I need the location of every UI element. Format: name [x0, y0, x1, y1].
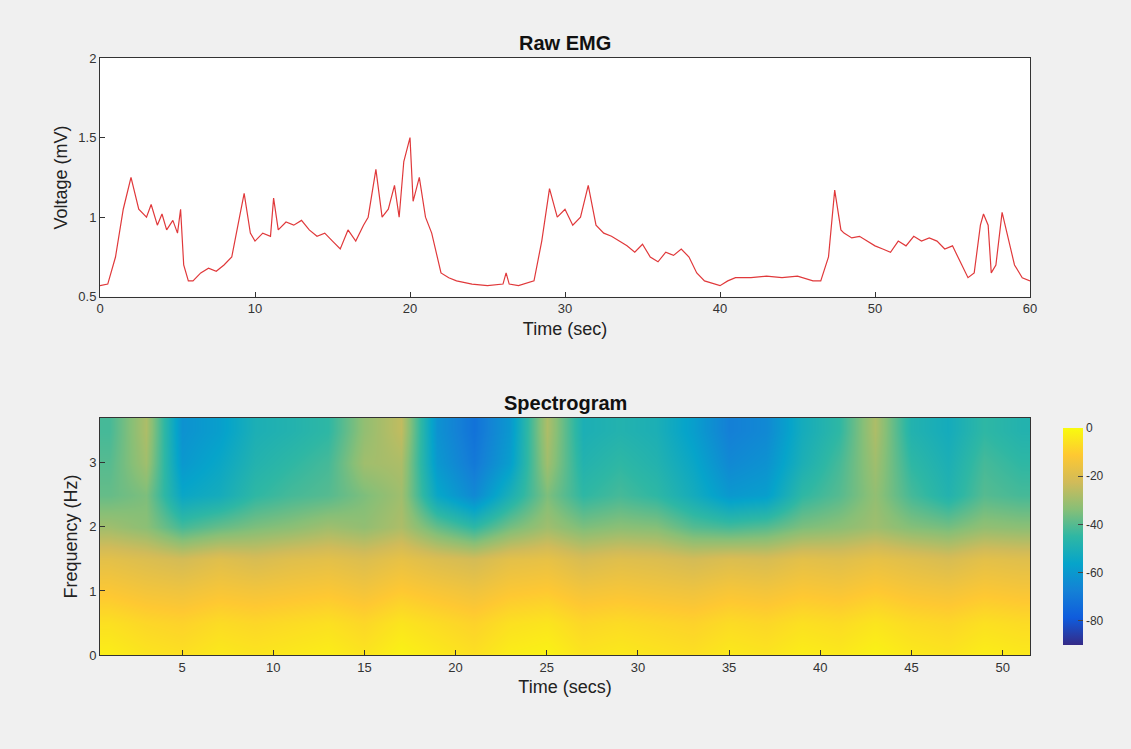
svg-text:20: 20	[448, 660, 462, 675]
svg-text:35: 35	[722, 660, 736, 675]
svg-text:0: 0	[1086, 421, 1093, 435]
svg-text:Time (secs): Time (secs)	[518, 677, 611, 697]
svg-text:20: 20	[403, 301, 417, 316]
svg-text:25: 25	[540, 660, 554, 675]
svg-text:-20: -20	[1086, 469, 1104, 483]
svg-text:10: 10	[248, 301, 262, 316]
svg-text:Time (sec): Time (sec)	[523, 319, 607, 339]
svg-text:Spectrogram: Spectrogram	[504, 392, 627, 414]
svg-text:40: 40	[813, 660, 827, 675]
svg-text:1: 1	[89, 583, 96, 598]
svg-text:1.5: 1.5	[78, 130, 96, 145]
svg-text:10: 10	[266, 660, 280, 675]
svg-text:0: 0	[89, 648, 96, 663]
svg-text:5: 5	[178, 660, 185, 675]
svg-text:Frequency (Hz): Frequency (Hz)	[61, 474, 81, 598]
svg-text:30: 30	[558, 301, 572, 316]
svg-text:-80: -80	[1086, 614, 1104, 628]
svg-text:-40: -40	[1086, 518, 1104, 532]
svg-text:45: 45	[904, 660, 918, 675]
svg-text:1: 1	[89, 210, 96, 225]
svg-text:3: 3	[89, 455, 96, 470]
svg-text:2: 2	[89, 51, 96, 66]
svg-text:0.5: 0.5	[78, 289, 96, 304]
svg-text:50: 50	[995, 660, 1009, 675]
svg-text:Voltage (mV): Voltage (mV)	[51, 125, 71, 229]
svg-text:Raw EMG: Raw EMG	[519, 32, 611, 54]
svg-text:30: 30	[631, 660, 645, 675]
svg-text:0: 0	[96, 301, 103, 316]
svg-text:-60: -60	[1086, 566, 1104, 580]
svg-text:15: 15	[357, 660, 371, 675]
svg-text:60: 60	[1023, 301, 1037, 316]
svg-text:50: 50	[868, 301, 882, 316]
svg-text:40: 40	[713, 301, 727, 316]
svg-text:2: 2	[89, 519, 96, 534]
